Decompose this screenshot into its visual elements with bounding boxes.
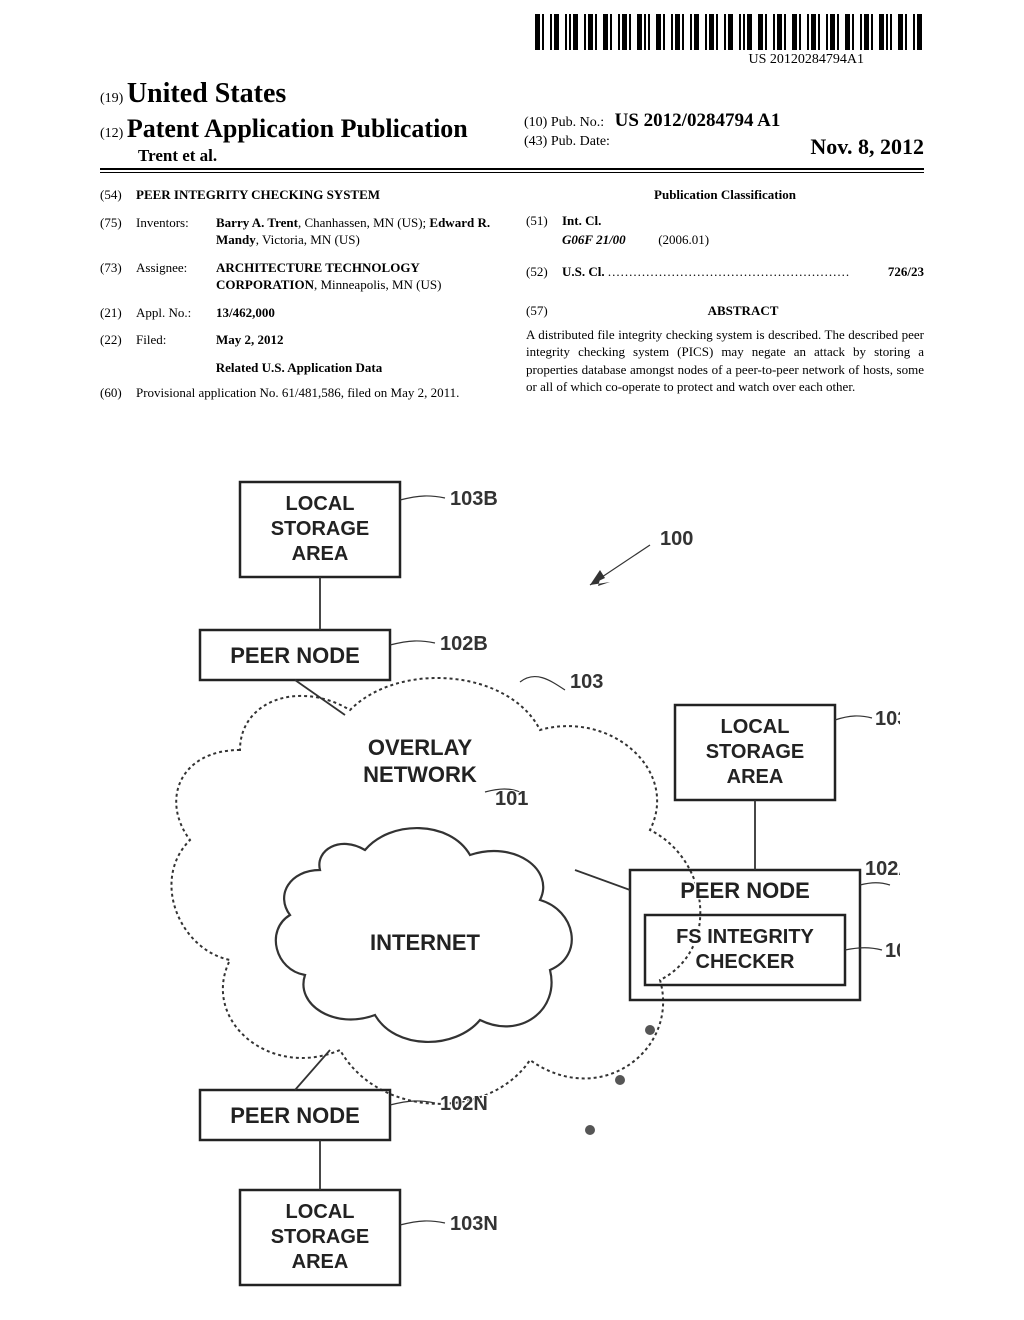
lsn-3: AREA [292, 1251, 349, 1273]
pub-date-code: (43) [524, 134, 547, 149]
lsa-2: STORAGE [706, 741, 805, 763]
uscl-dots: ........................................… [608, 264, 850, 279]
fsc-2: CHECKER [696, 951, 795, 973]
appl-value: 13/462,000 [216, 305, 275, 320]
peer-node-b-label: PEER NODE [230, 643, 360, 668]
peer-node-n-label: PEER NODE [230, 1103, 360, 1128]
dot-3 [585, 1125, 595, 1135]
pub-no-label: Pub. No.: [551, 115, 604, 130]
ref-103b: 103B [450, 488, 498, 510]
intcl-class: G06F 21/00 [562, 232, 626, 247]
filed-label: Filed: [136, 331, 216, 349]
related-header: Related U.S. Application Data [100, 359, 498, 377]
inventors-code: (75) [100, 214, 136, 249]
pub-type: Patent Application Publication [127, 114, 468, 143]
inventors-value: Barry A. Trent, Chanhassen, MN (US); Edw… [216, 214, 498, 249]
inventors-label: Inventors: [136, 214, 216, 249]
pub-no: US 2012/0284794 A1 [615, 110, 781, 131]
ref-102b: 102B [440, 633, 488, 655]
intcl-date: (2006.01) [658, 232, 709, 247]
pub-no-code: (10) [524, 115, 547, 130]
rule-thin [100, 172, 924, 173]
ref-101: 101 [495, 788, 528, 810]
prov-value: Provisional application No. 61/481,586, … [136, 384, 498, 402]
invention-title: PEER INTEGRITY CHECKING SYSTEM [136, 186, 498, 204]
abstract-header: ABSTRACT [562, 302, 924, 320]
rule-thick [100, 168, 924, 170]
ref-103n: 103N [450, 1213, 498, 1235]
biblio-block: (54) PEER INTEGRITY CHECKING SYSTEM (75)… [100, 186, 924, 412]
ref-103a: 103A [875, 708, 900, 730]
peer-node-a-label: PEER NODE [680, 878, 810, 903]
lsb-3: AREA [292, 543, 349, 565]
intcl-label: Int. Cl. [562, 213, 601, 228]
figure-diagram: INTERNET OVERLAY NETWORK PEER NODE LOCAL… [120, 470, 900, 1290]
classification-header: Publication Classification [526, 186, 924, 204]
lsb-2: STORAGE [271, 518, 370, 540]
assignee-value: ARCHITECTURE TECHNOLOGY CORPORATION, Min… [216, 259, 498, 294]
conn-b [295, 680, 345, 715]
lsn-2: STORAGE [271, 1226, 370, 1248]
ref-100: 100 [660, 528, 693, 550]
abstract-text: A distributed file integrity checking sy… [526, 326, 924, 396]
pub-date: Nov. 8, 2012 [810, 134, 924, 160]
conn-a [575, 870, 630, 890]
barcode-number: US 20120284794A1 [748, 52, 864, 68]
right-column: Publication Classification (51) Int. Cl.… [526, 186, 924, 412]
dot-2 [615, 1075, 625, 1085]
uscl-label: U.S. Cl. [562, 264, 605, 279]
overlay-label-2: NETWORK [363, 762, 477, 787]
internet-label: INTERNET [370, 930, 481, 955]
dot-1 [645, 1025, 655, 1035]
left-column: (54) PEER INTEGRITY CHECKING SYSTEM (75)… [100, 186, 498, 412]
pub-type-code: (12) [100, 126, 123, 141]
ref-102n: 102N [440, 1093, 488, 1115]
lsb-1: LOCAL [286, 493, 355, 515]
conn-n [295, 1050, 330, 1090]
appl-code: (21) [100, 304, 136, 322]
country: United States [127, 78, 286, 109]
lsa-3: AREA [727, 766, 784, 788]
pub-info-block: (10) Pub. No.: US 2012/0284794 A1 (43) P… [524, 110, 924, 160]
barcode [535, 14, 924, 50]
uscl-code: (52) [526, 263, 562, 281]
assignee-code: (73) [100, 259, 136, 294]
ref-105: 105 [885, 940, 900, 962]
intcl-code: (51) [526, 212, 562, 230]
appl-label: Appl. No.: [136, 304, 216, 322]
lsn-1: LOCAL [286, 1201, 355, 1223]
uscl-num: 726/23 [888, 263, 924, 281]
filed-code: (22) [100, 331, 136, 349]
ref-102a: 102A [865, 858, 900, 880]
prov-code: (60) [100, 384, 136, 402]
pub-date-label: Pub. Date: [551, 134, 610, 149]
title-code: (54) [100, 186, 136, 204]
abstract-code: (57) [526, 302, 562, 326]
overlay-label-1: OVERLAY [368, 735, 473, 760]
filed-value: May 2, 2012 [216, 332, 284, 347]
fsc-1: FS INTEGRITY [676, 926, 814, 948]
lsa-1: LOCAL [721, 716, 790, 738]
country-code: (19) [100, 91, 123, 106]
ref-103: 103 [570, 671, 603, 693]
assignee-label: Assignee: [136, 259, 216, 294]
